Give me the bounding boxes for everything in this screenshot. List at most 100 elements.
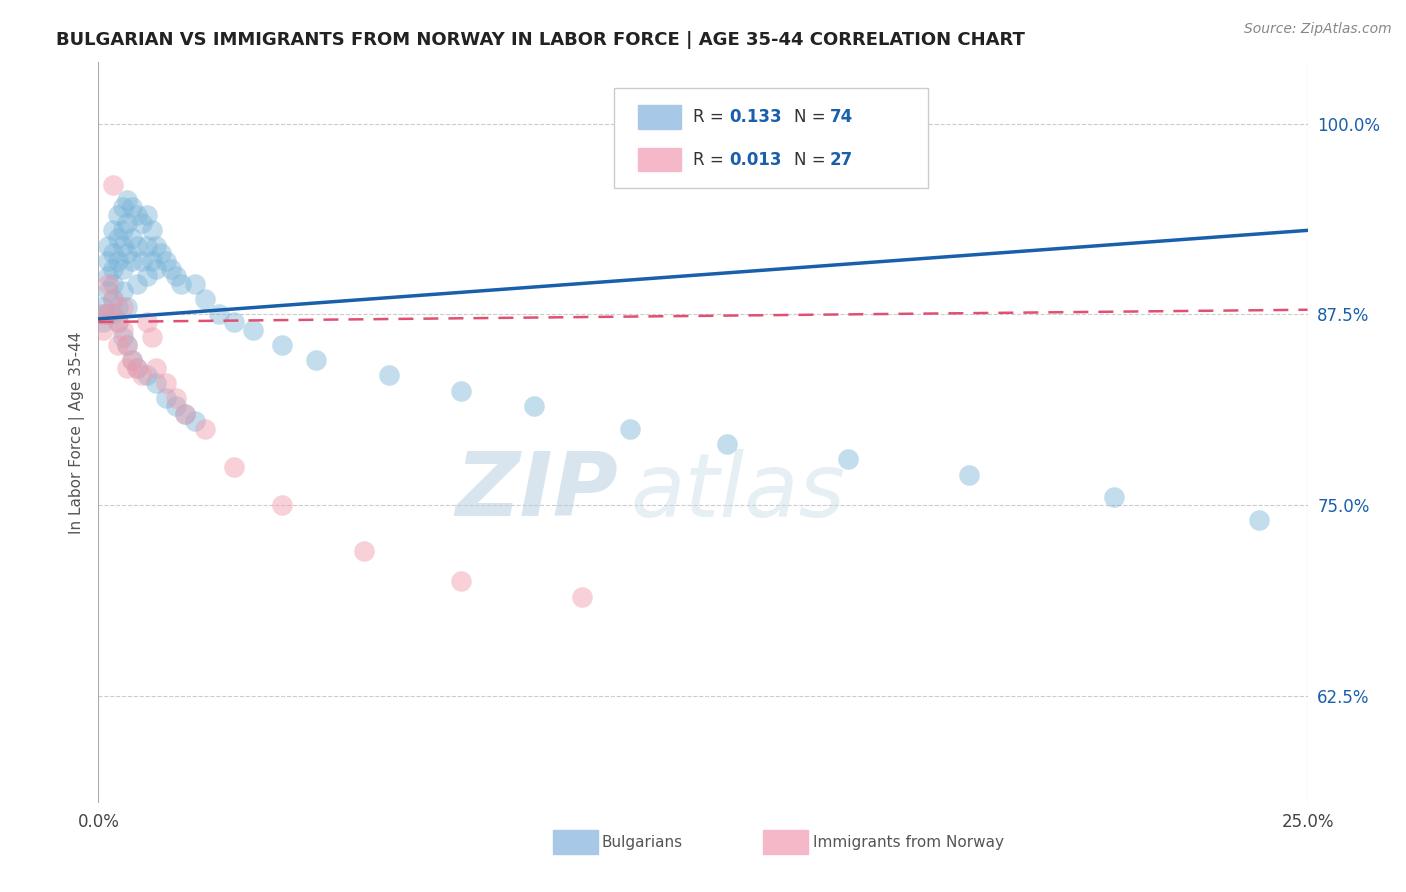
Point bbox=[107, 300, 129, 314]
Point bbox=[194, 292, 217, 306]
Point bbox=[121, 253, 143, 268]
Point bbox=[117, 193, 139, 207]
FancyBboxPatch shape bbox=[613, 88, 928, 188]
Point bbox=[716, 437, 738, 451]
Point bbox=[97, 307, 120, 321]
Point bbox=[131, 253, 153, 268]
Point bbox=[97, 253, 120, 268]
Point bbox=[91, 307, 114, 321]
Point bbox=[121, 353, 143, 368]
Point bbox=[165, 391, 187, 405]
Point bbox=[141, 330, 163, 344]
Point bbox=[101, 292, 124, 306]
Point bbox=[155, 376, 177, 390]
Text: 0.133: 0.133 bbox=[730, 108, 782, 126]
Point bbox=[117, 338, 139, 352]
Point bbox=[111, 285, 134, 299]
Point bbox=[222, 315, 245, 329]
Y-axis label: In Labor Force | Age 35-44: In Labor Force | Age 35-44 bbox=[69, 332, 84, 533]
Text: 74: 74 bbox=[830, 108, 853, 126]
Point bbox=[135, 269, 157, 284]
Point bbox=[97, 277, 120, 291]
Point bbox=[377, 368, 399, 383]
Point bbox=[91, 315, 114, 329]
Point bbox=[957, 467, 980, 482]
Point bbox=[450, 384, 472, 398]
Point bbox=[121, 231, 143, 245]
Point bbox=[97, 238, 120, 252]
Point bbox=[131, 216, 153, 230]
Point bbox=[101, 261, 124, 276]
Text: N =: N = bbox=[793, 108, 831, 126]
Point bbox=[169, 277, 191, 291]
Point bbox=[571, 590, 593, 604]
Point bbox=[619, 422, 641, 436]
Point bbox=[160, 261, 183, 276]
Point bbox=[101, 292, 124, 306]
Point bbox=[107, 231, 129, 245]
Text: 27: 27 bbox=[830, 151, 853, 169]
Point bbox=[91, 322, 114, 336]
Point bbox=[135, 208, 157, 222]
Text: Bulgarians: Bulgarians bbox=[602, 835, 683, 849]
Point bbox=[101, 178, 124, 192]
Point bbox=[145, 376, 167, 390]
Point bbox=[450, 574, 472, 589]
Point bbox=[353, 544, 375, 558]
Point bbox=[101, 277, 124, 291]
Point bbox=[523, 399, 546, 413]
Text: atlas: atlas bbox=[630, 449, 845, 535]
Point bbox=[111, 322, 134, 336]
Text: N =: N = bbox=[793, 151, 831, 169]
Point bbox=[135, 315, 157, 329]
Point bbox=[222, 460, 245, 475]
Text: R =: R = bbox=[693, 151, 730, 169]
Point bbox=[127, 208, 149, 222]
Point bbox=[184, 414, 207, 428]
Point bbox=[305, 353, 328, 368]
Point bbox=[127, 360, 149, 375]
Point bbox=[145, 360, 167, 375]
Point bbox=[117, 216, 139, 230]
Point bbox=[97, 307, 120, 321]
Point bbox=[111, 300, 134, 314]
Point bbox=[117, 338, 139, 352]
Point bbox=[194, 422, 217, 436]
Point bbox=[271, 338, 294, 352]
Point bbox=[111, 238, 134, 252]
Point bbox=[127, 360, 149, 375]
Point bbox=[165, 399, 187, 413]
Text: Immigrants from Norway: Immigrants from Norway bbox=[813, 835, 1004, 849]
Text: BULGARIAN VS IMMIGRANTS FROM NORWAY IN LABOR FORCE | AGE 35-44 CORRELATION CHART: BULGARIAN VS IMMIGRANTS FROM NORWAY IN L… bbox=[56, 31, 1025, 49]
Text: Source: ZipAtlas.com: Source: ZipAtlas.com bbox=[1244, 22, 1392, 37]
Point bbox=[1249, 513, 1271, 527]
Point bbox=[145, 238, 167, 252]
Point bbox=[107, 315, 129, 329]
Point bbox=[174, 407, 197, 421]
Text: 0.013: 0.013 bbox=[730, 151, 782, 169]
Point bbox=[131, 368, 153, 383]
Point bbox=[837, 452, 859, 467]
FancyBboxPatch shape bbox=[638, 148, 682, 171]
Point bbox=[271, 498, 294, 512]
Point bbox=[127, 277, 149, 291]
Point bbox=[101, 246, 124, 260]
Point bbox=[141, 223, 163, 237]
Point bbox=[111, 261, 134, 276]
Point bbox=[208, 307, 231, 321]
Point bbox=[174, 407, 197, 421]
Point bbox=[117, 360, 139, 375]
Point bbox=[184, 277, 207, 291]
Point bbox=[145, 261, 167, 276]
Point bbox=[91, 307, 114, 321]
Point bbox=[121, 201, 143, 215]
Point bbox=[150, 246, 173, 260]
Point bbox=[117, 246, 139, 260]
Point bbox=[165, 269, 187, 284]
Point bbox=[107, 208, 129, 222]
Point bbox=[121, 353, 143, 368]
Point bbox=[97, 269, 120, 284]
Point bbox=[107, 338, 129, 352]
Point bbox=[117, 300, 139, 314]
Point bbox=[242, 322, 264, 336]
